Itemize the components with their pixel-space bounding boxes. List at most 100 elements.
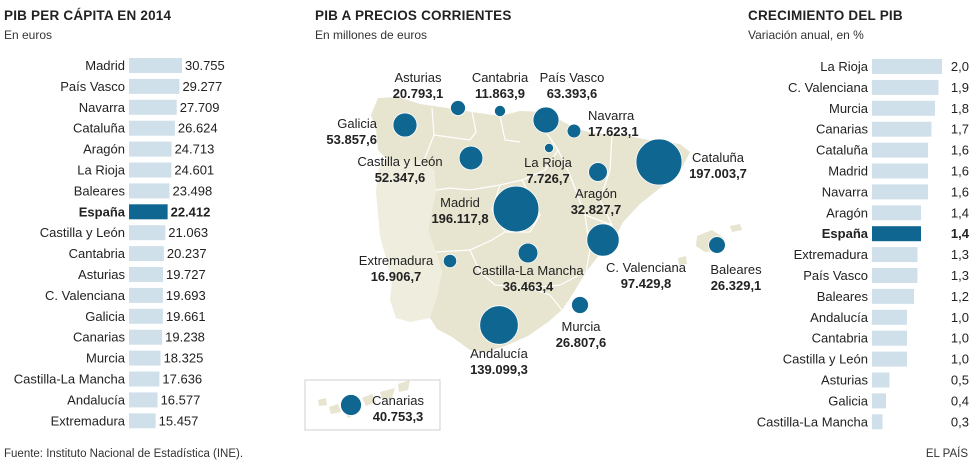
growth-label-pais-vasco: País Vasco (803, 268, 868, 283)
brand-label: EL PAÍS (925, 448, 968, 460)
growth-label-castilla-y-leon: Castilla y León (783, 352, 868, 367)
growth-value-andalucia: 1,0 (951, 310, 969, 325)
bubble-value-extremadura: 16.906,7 (371, 269, 422, 284)
per-capita-value-espana: 22.412 (171, 204, 211, 219)
bubble-value-navarra: 17.623,1 (588, 124, 639, 139)
mallorca-shape (696, 230, 724, 252)
menorca-shape (730, 224, 742, 232)
per-capita-value-andalucia: 16.577 (161, 392, 201, 407)
growth-bar-murcia (872, 100, 935, 116)
bubble-c-valenciana (586, 223, 620, 257)
growth-label-navarra: Navarra (822, 184, 869, 199)
bubble-extremadura (442, 253, 458, 269)
canarias-islands-shape (318, 380, 410, 418)
portugal-shape (376, 160, 442, 322)
spain-map (304, 97, 742, 431)
bubble-value-murcia: 26.807,6 (556, 335, 607, 350)
bubble-canarias (340, 394, 362, 416)
growth-bar-c-valenciana (872, 79, 939, 95)
bubble-value-c-valenciana: 97.429,8 (621, 276, 672, 291)
per-capita-bar-la-rioja (129, 162, 172, 178)
bubble-castilla-y-leon (458, 145, 484, 171)
per-capita-label-castilla-la-mancha: Castilla-La Mancha (14, 372, 126, 387)
per-capita-value-pais-vasco: 29.277 (182, 79, 222, 94)
growth-value-aragon: 1,4 (951, 205, 969, 220)
growth-value-espana: 1,4 (951, 226, 970, 241)
growth-value-c-valenciana: 1,9 (951, 80, 969, 95)
ibiza-shape (678, 256, 687, 265)
gdp-map-title: PIB A PRECIOS CORRIENTES (315, 8, 512, 23)
per-capita-bar-galicia (129, 308, 163, 324)
bubble-name-cataluna: Cataluña (692, 150, 745, 165)
growth-value-navarra: 1,6 (951, 184, 969, 199)
growth-label-canarias: Canarias (816, 122, 869, 137)
growth-bar-madrid (872, 163, 928, 179)
bubble-madrid (492, 185, 540, 233)
growth-bar-cantabria (872, 330, 907, 346)
bubble-castilla-la-mancha (517, 242, 539, 264)
bubble-cataluna (635, 138, 683, 186)
per-capita-value-aragon: 24.713 (175, 142, 215, 157)
bubble-value-madrid: 196.117,8 (431, 211, 488, 226)
growth-bar-pais-vasco (872, 268, 918, 283)
bubble-name-castilla-y-leon: Castilla y León (357, 154, 442, 169)
growth-label-murcia: Murcia (829, 101, 869, 116)
per-capita-bar-aragon (129, 141, 172, 157)
bubble-baleares (708, 236, 726, 254)
growth-label-la-rioja: La Rioja (820, 59, 868, 74)
bubble-name-andalucia: Andalucía (470, 346, 529, 361)
per-capita-bar-c-valenciana (129, 287, 163, 303)
growth-label-extremadura: Extremadura (794, 247, 869, 262)
bubble-name-galicia: Galicia (337, 116, 378, 131)
bubble-name-canarias: Canarias (372, 393, 425, 408)
per-capita-label-pais-vasco: País Vasco (60, 79, 125, 94)
bubble-cantabria (493, 105, 506, 118)
per-capita-value-castilla-la-mancha: 17.636 (162, 372, 202, 387)
per-capita-label-madrid: Madrid (85, 58, 125, 73)
per-capita-bar-extremadura (129, 413, 156, 429)
growth-value-galicia: 0,4 (951, 393, 969, 408)
bubble-value-aragon: 32.827,7 (571, 202, 622, 217)
growth-value-cataluna: 1,6 (951, 143, 969, 158)
growth-label-cantabria: Cantabria (812, 331, 869, 346)
bubble-aragon (588, 162, 608, 182)
bubble-value-cantabria: 11.863,9 (475, 86, 525, 101)
growth-bar-andalucia (872, 309, 907, 325)
growth-subtitle: Variación anual, en % (748, 28, 864, 42)
growth-bar-castilla-la-mancha (872, 414, 883, 430)
per-capita-label-aragon: Aragón (83, 142, 125, 157)
per-capita-label-murcia: Murcia (86, 351, 126, 366)
growth-bar-espana (872, 226, 921, 242)
bubble-name-la-rioja: La Rioja (524, 155, 572, 170)
growth-bar-aragon (872, 205, 921, 221)
bubble-name-navarra: Navarra (588, 108, 635, 123)
bubble-name-c-valenciana: C. Valenciana (606, 260, 687, 275)
region-borders (423, 107, 615, 311)
growth-value-pais-vasco: 1,3 (951, 268, 969, 283)
growth-bar-castilla-y-leon (872, 351, 907, 367)
per-capita-label-la-rioja: La Rioja (77, 163, 125, 178)
per-capita-label-espana: España (79, 204, 126, 219)
bubble-value-castilla-la-mancha: 36.463,4 (503, 279, 554, 294)
growth-label-cataluna: Cataluña (816, 143, 869, 158)
growth-bar-cataluna (872, 142, 928, 158)
per-capita-value-cataluna: 26.624 (178, 121, 218, 136)
bubble-name-murcia: Murcia (561, 319, 601, 334)
per-capita-value-canarias: 19.238 (165, 330, 205, 345)
growth-label-espana: España (822, 226, 869, 241)
per-capita-value-madrid: 30.755 (185, 58, 225, 73)
bubble-pais-vasco (532, 106, 560, 134)
per-capita-label-asturias: Asturias (78, 267, 125, 282)
bubble-andalucia (479, 305, 519, 345)
growth-label-c-valenciana: C. Valenciana (788, 80, 869, 95)
growth-value-extremadura: 1,3 (951, 247, 969, 262)
bubble-name-pais-vasco: País Vasco (540, 70, 605, 85)
per-capita-label-c-valenciana: C. Valenciana (45, 288, 126, 303)
bubble-asturias (450, 100, 466, 116)
bubble-name-castilla-la-mancha: Castilla-La Mancha (472, 263, 584, 278)
bubble-value-canarias: 40.753,3 (373, 409, 424, 424)
per-capita-value-c-valenciana: 19.693 (166, 288, 206, 303)
per-capita-value-baleares: 23.498 (172, 183, 212, 198)
per-capita-label-canarias: Canarias (73, 330, 126, 345)
